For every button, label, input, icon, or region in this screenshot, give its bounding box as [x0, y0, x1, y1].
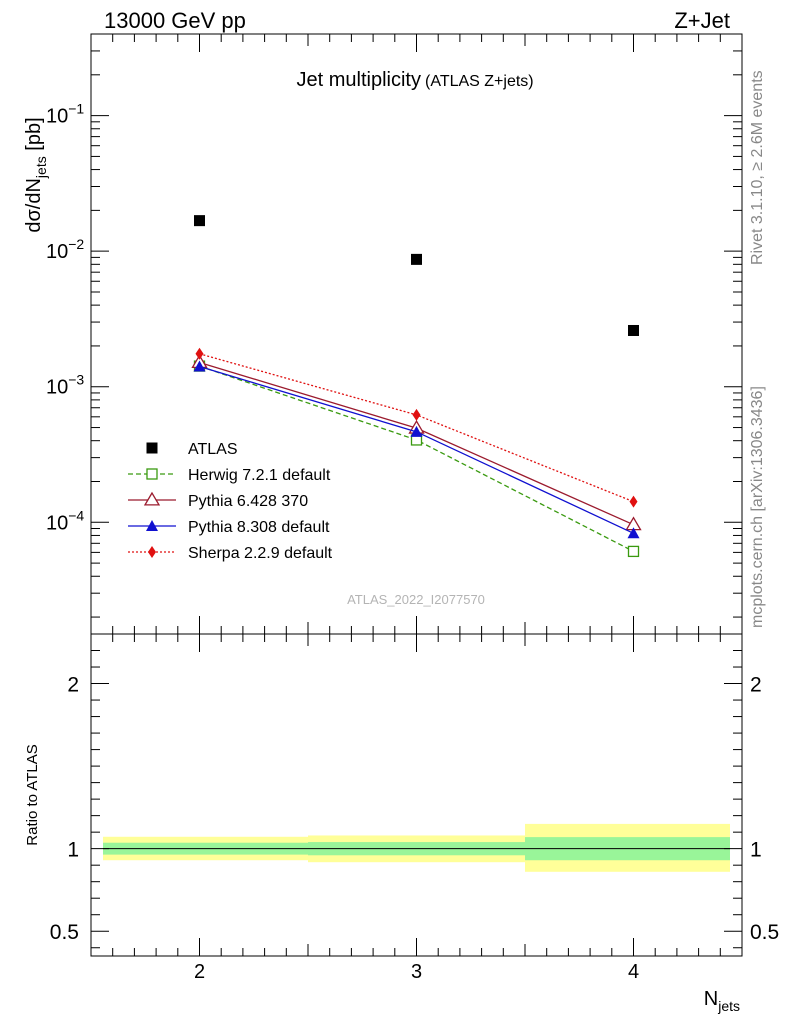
- ratio-y-axis-label: Ratio to ATLAS: [24, 744, 41, 845]
- ratio-y-tick-label-left: 1: [67, 839, 79, 862]
- data-point-sherpa: [412, 408, 421, 421]
- analysis-id: ATLAS_2022_I2077570: [347, 592, 485, 607]
- x-tick-label: 4: [628, 961, 639, 983]
- ratio-y-tick-label-right: 0.5: [750, 921, 779, 944]
- data-point-pythia8: [627, 527, 640, 539]
- main-axes: 10−1 10−2 10−3 10−4: [46, 33, 743, 634]
- rivet-note: Rivet 3.1.10, ≥ 2.6M events: [749, 70, 766, 265]
- legend-entry-pythia8: Pythia 8.308 default: [128, 519, 330, 536]
- legend-label: Herwig 7.2.1 default: [188, 467, 331, 484]
- y-tick-label: 10−2: [46, 236, 84, 263]
- legend-label: Sherpa 2.2.9 default: [188, 545, 333, 562]
- process-label: Z+Jet: [674, 8, 730, 33]
- series-sherpa: [195, 347, 638, 508]
- legend-entry-pythia6: Pythia 6.428 370: [128, 491, 308, 510]
- x-axis-label: Njets: [704, 988, 740, 1014]
- ratio-y-tick-label-right: 2: [750, 674, 762, 697]
- ratio-axes: 2 2 1 1 0.5 0.5 2 3 4: [50, 633, 779, 983]
- data-point-atlas: [194, 215, 205, 227]
- ratio-y-tick-label-left: 2: [67, 674, 79, 697]
- data-point-sherpa: [195, 347, 204, 360]
- ratio-panel: 2 2 1 1 0.5 0.5 2 3 4 Ratio to ATLAS Njets: [24, 633, 779, 1014]
- legend-marker: [143, 491, 161, 506]
- legend-marker: [146, 468, 158, 480]
- ratio-y-tick-label-right: 1: [750, 839, 762, 862]
- y-tick-label: 10−3: [46, 372, 84, 399]
- data-point-atlas: [411, 253, 422, 265]
- ratio-frame: [90, 633, 743, 957]
- y-tick-label: 10−4: [46, 507, 84, 534]
- y-label-main: dσ/dN: [23, 178, 45, 233]
- legend-marker: [148, 546, 156, 558]
- legend-label: ATLAS: [188, 441, 238, 458]
- main-y-axis-label: dσ/dNjets [pb]: [23, 117, 49, 232]
- legend-label: Pythia 8.308 default: [188, 519, 330, 536]
- series-pythia8: [193, 360, 640, 539]
- y-label-unit: [pb]: [23, 117, 45, 156]
- series-line-herwig: [199, 365, 634, 552]
- series-atlas: [194, 215, 639, 336]
- data-point-pythia8: [410, 425, 423, 437]
- legend-entry-atlas: ATLAS: [146, 441, 238, 458]
- legend: ATLAS Herwig 7.2.1 default Pythia 6.428 37…: [128, 441, 333, 562]
- y-tick-label: 10−1: [46, 101, 84, 128]
- data-point-pythia8: [193, 360, 206, 372]
- data-point-sherpa: [629, 495, 638, 508]
- energy-label: 13000 GeV pp: [104, 8, 246, 33]
- ratio-y-tick-label-left: 0.5: [50, 921, 79, 944]
- y-label-sub: jets: [33, 156, 49, 179]
- main-panel: 10−1 10−2 10−3 10−4 Jet multiplicity (ATLAS…: [23, 33, 743, 635]
- ratio-plot-content: [103, 823, 730, 872]
- legend-entry-herwig: Herwig 7.2.1 default: [128, 467, 331, 484]
- legend-label: Pythia 6.428 370: [188, 493, 308, 510]
- legend-marker: [146, 520, 158, 531]
- main-plot-content: [191, 215, 642, 558]
- data-point-herwig: [627, 545, 640, 558]
- x-tick-label: 3: [411, 961, 422, 983]
- plot-subtitle: (ATLAS Z+jets): [425, 73, 534, 90]
- mcplots-note: mcplots.cern.ch [arXiv:1306.3436]: [749, 386, 766, 628]
- x-tick-label: 2: [194, 961, 205, 983]
- plot-title: Jet multiplicity: [297, 69, 421, 91]
- main-frame: [90, 33, 743, 635]
- legend-marker: [146, 442, 158, 454]
- data-point-atlas: [628, 324, 639, 336]
- svg-text:dσ/dNjets [pb]: dσ/dNjets [pb]: [23, 117, 49, 232]
- legend-entry-sherpa: Sherpa 2.2.9 default: [128, 545, 333, 562]
